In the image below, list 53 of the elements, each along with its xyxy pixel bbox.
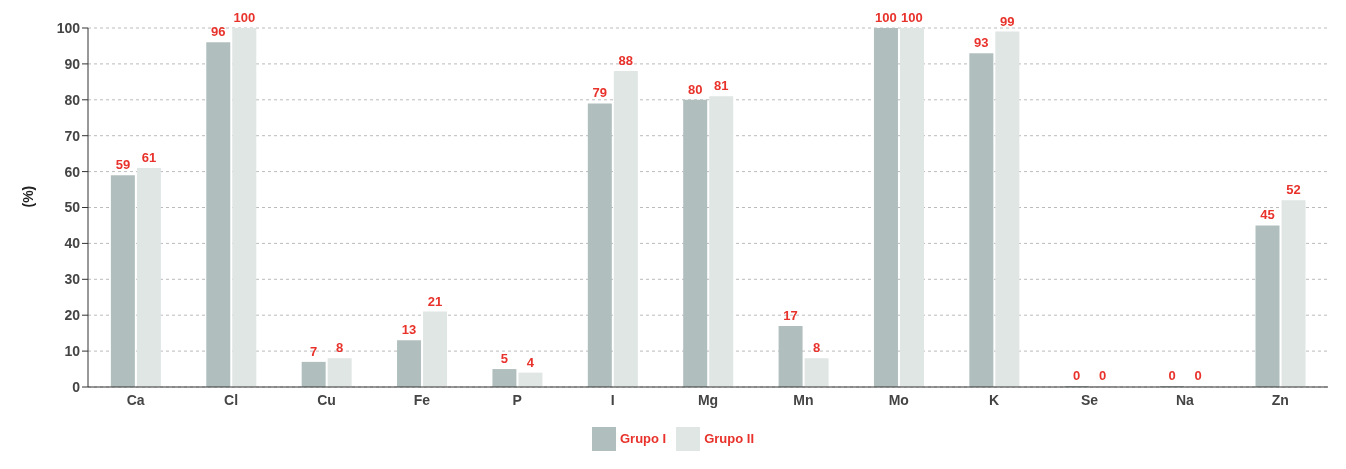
- data-label: 21: [427, 293, 443, 309]
- data-label: 99: [1000, 13, 1015, 29]
- data-label: 7: [310, 343, 318, 359]
- data-label: 0: [1099, 368, 1107, 383]
- x-tick-label: Mg: [697, 391, 719, 408]
- data-label: 88: [618, 53, 634, 69]
- data-label: 17: [783, 307, 798, 323]
- x-tick-label: I: [610, 391, 615, 408]
- data-label: 0: [1073, 368, 1081, 383]
- data-label: 100: [875, 10, 897, 25]
- data-label: 79: [592, 85, 608, 101]
- data-label: 96: [211, 24, 226, 40]
- x-tick-label: K: [989, 391, 1000, 408]
- data-label: 0: [1168, 368, 1176, 383]
- data-label: 45: [1260, 207, 1275, 223]
- data-label: 93: [974, 35, 989, 51]
- x-tick-label: Na: [1175, 391, 1195, 408]
- x-tick-label: Mo: [888, 391, 909, 408]
- y-tick-label: 0: [72, 378, 81, 395]
- x-tick-label: P: [512, 391, 522, 408]
- y-tick-label: 10: [64, 343, 81, 360]
- data-label: 100: [901, 10, 923, 25]
- data-label: 5: [500, 351, 509, 367]
- data-label: 81: [713, 78, 729, 94]
- x-tick-label: Ca: [126, 391, 145, 408]
- x-tick-label: Zn: [1271, 391, 1289, 408]
- x-tick-label: Cl: [224, 391, 239, 408]
- data-label: 0: [1194, 368, 1202, 383]
- data-label: 80: [687, 81, 703, 97]
- legend-label: Grupo II: [704, 431, 755, 447]
- x-tick-label: Se: [1080, 391, 1099, 408]
- data-label: 8: [812, 340, 821, 356]
- y-tick-label: 20: [64, 307, 81, 324]
- data-label: 59: [115, 157, 131, 173]
- y-tick-label: 30: [64, 271, 81, 288]
- data-label: 13: [401, 322, 417, 338]
- y-tick-label: 60: [64, 163, 81, 180]
- y-tick-label: 80: [64, 91, 81, 108]
- y-tick-label: 100: [56, 19, 81, 36]
- legend-label: Grupo I: [619, 431, 667, 447]
- data-label: 52: [1286, 182, 1301, 198]
- x-tick-label: Cu: [317, 391, 336, 408]
- data-label: 100: [233, 10, 256, 25]
- y-tick-label: 40: [64, 235, 81, 252]
- y-tick-label: 50: [64, 199, 81, 216]
- x-tick-label: Fe: [413, 391, 431, 408]
- data-label: 61: [141, 150, 157, 166]
- data-label: 4: [526, 354, 535, 370]
- x-tick-label: Mn: [793, 391, 814, 408]
- y-tick-label: 90: [64, 55, 81, 72]
- y-tick-label: 70: [64, 127, 81, 144]
- data-label: 8: [336, 340, 344, 356]
- y-axis-title: (%): [19, 185, 36, 208]
